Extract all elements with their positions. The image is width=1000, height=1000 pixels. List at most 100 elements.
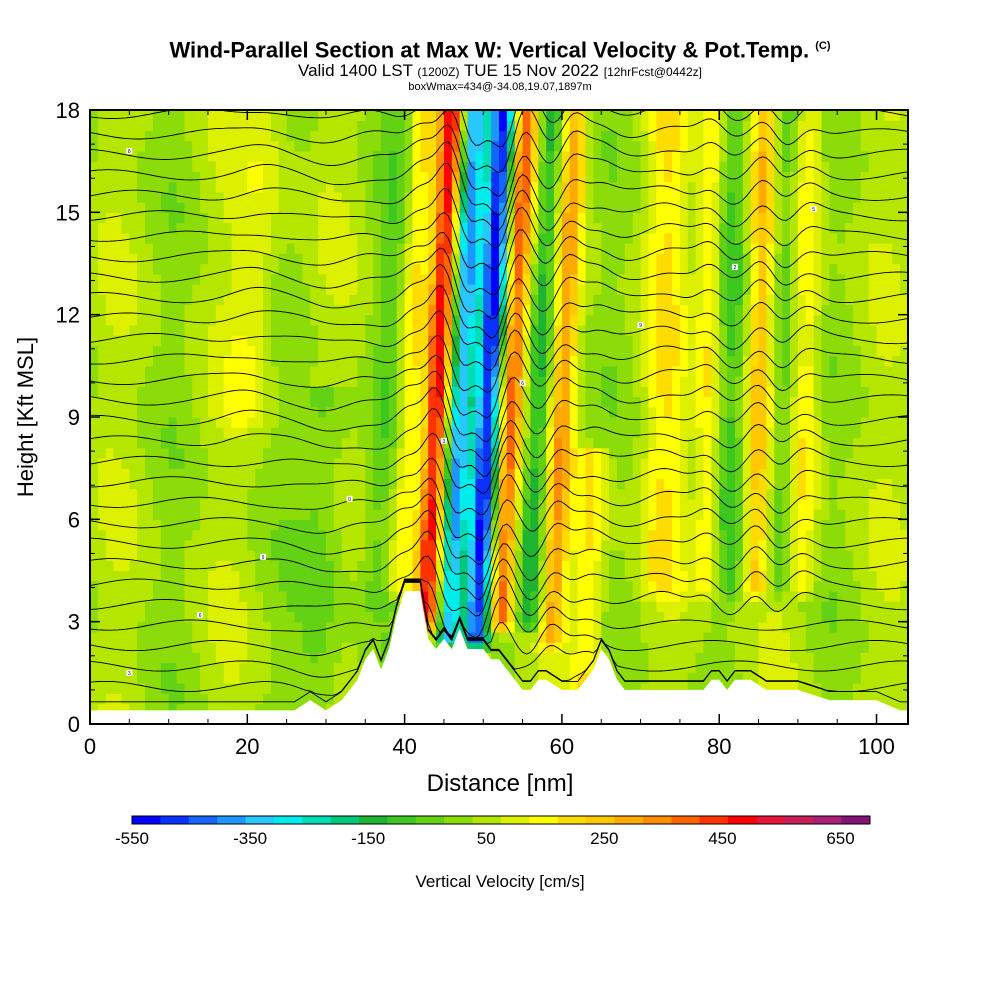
field-cell (632, 580, 642, 592)
field-cell (294, 427, 303, 439)
field-cell (270, 642, 280, 653)
field-cell (719, 601, 728, 613)
field-cell (837, 335, 846, 346)
field-cell (341, 253, 351, 265)
field-cell (585, 498, 594, 510)
field-cell (679, 498, 689, 510)
field-cell (247, 621, 256, 633)
field-cell (797, 406, 807, 418)
field-cell (325, 232, 335, 244)
field-cell (813, 570, 823, 582)
field-cell (483, 539, 492, 551)
field-cell (451, 376, 461, 387)
field-cell (239, 601, 248, 613)
field-cell (428, 376, 437, 387)
field-cell (813, 386, 823, 398)
field-cell (609, 601, 618, 613)
field-cell (294, 601, 303, 613)
field-cell (451, 590, 461, 602)
field-cell (546, 468, 555, 479)
field-cell (420, 427, 429, 439)
field-cell (428, 386, 437, 398)
field-cell (137, 365, 146, 377)
field-cell (302, 621, 311, 633)
field-cell (168, 243, 178, 254)
field-cell (821, 478, 830, 490)
field-cell (467, 590, 477, 602)
field-cell (90, 519, 99, 531)
field-cell (766, 437, 775, 449)
field-cell (184, 703, 193, 715)
field-cell (577, 560, 587, 572)
field-cell (325, 406, 335, 418)
field-cell (758, 447, 768, 459)
field-cell (451, 550, 461, 561)
field-cell (428, 478, 437, 490)
field-cell (679, 355, 689, 367)
field-cell (137, 396, 146, 408)
field-cell (648, 396, 657, 408)
field-cell (388, 427, 398, 439)
field-cell (113, 232, 123, 244)
field-cell (483, 386, 492, 398)
field-cell (758, 253, 768, 265)
field-cell (113, 376, 123, 387)
field-cell (192, 437, 201, 449)
field-cell (137, 447, 146, 459)
field-cell (884, 539, 893, 551)
field-cell (797, 529, 807, 541)
field-cell (333, 611, 343, 623)
field-cell (616, 478, 626, 490)
field-cell (483, 601, 492, 613)
field-cell (404, 355, 414, 367)
field-cell (467, 273, 477, 285)
field-cell (325, 314, 335, 326)
field-cell (357, 437, 366, 449)
field-cell (679, 283, 689, 295)
field-cell (160, 437, 170, 449)
field-cell (310, 355, 319, 367)
field-cell (373, 498, 382, 510)
field-cell (168, 457, 178, 469)
field-cell (160, 550, 170, 561)
field-cell (750, 672, 760, 684)
field-cell (263, 498, 272, 510)
field-cell (695, 345, 705, 357)
field-cell (585, 560, 594, 572)
field-cell (648, 345, 657, 357)
field-cell (420, 560, 429, 572)
field-cell (278, 365, 288, 377)
field-cell (357, 570, 366, 582)
field-cell (727, 560, 736, 572)
field-cell (310, 570, 319, 582)
field-cell (349, 468, 359, 479)
field-cell (609, 263, 618, 275)
field-cell (97, 601, 107, 613)
field-cell (121, 683, 130, 694)
field-cell (695, 232, 705, 244)
field-cell (436, 539, 445, 551)
field-cell (813, 550, 823, 561)
field-cell (790, 253, 799, 265)
field-cell (892, 457, 901, 469)
field-cell (711, 345, 720, 357)
field-cell (860, 263, 870, 275)
field-cell (459, 253, 469, 265)
field-cell (837, 294, 846, 306)
field-cell (727, 662, 736, 674)
field-cell (868, 498, 878, 510)
field-cell (270, 232, 280, 244)
field-cell (750, 355, 760, 367)
field-cell (113, 550, 123, 561)
field-cell (790, 683, 799, 694)
field-cell (797, 683, 807, 694)
field-cell (310, 253, 319, 265)
field-cell (357, 345, 366, 357)
field-cell (703, 406, 712, 418)
field-cell (821, 539, 830, 551)
field-cell (711, 447, 720, 459)
field-cell (727, 406, 736, 418)
field-cell (373, 427, 382, 439)
field-cell (129, 488, 138, 500)
field-cell (884, 427, 893, 439)
